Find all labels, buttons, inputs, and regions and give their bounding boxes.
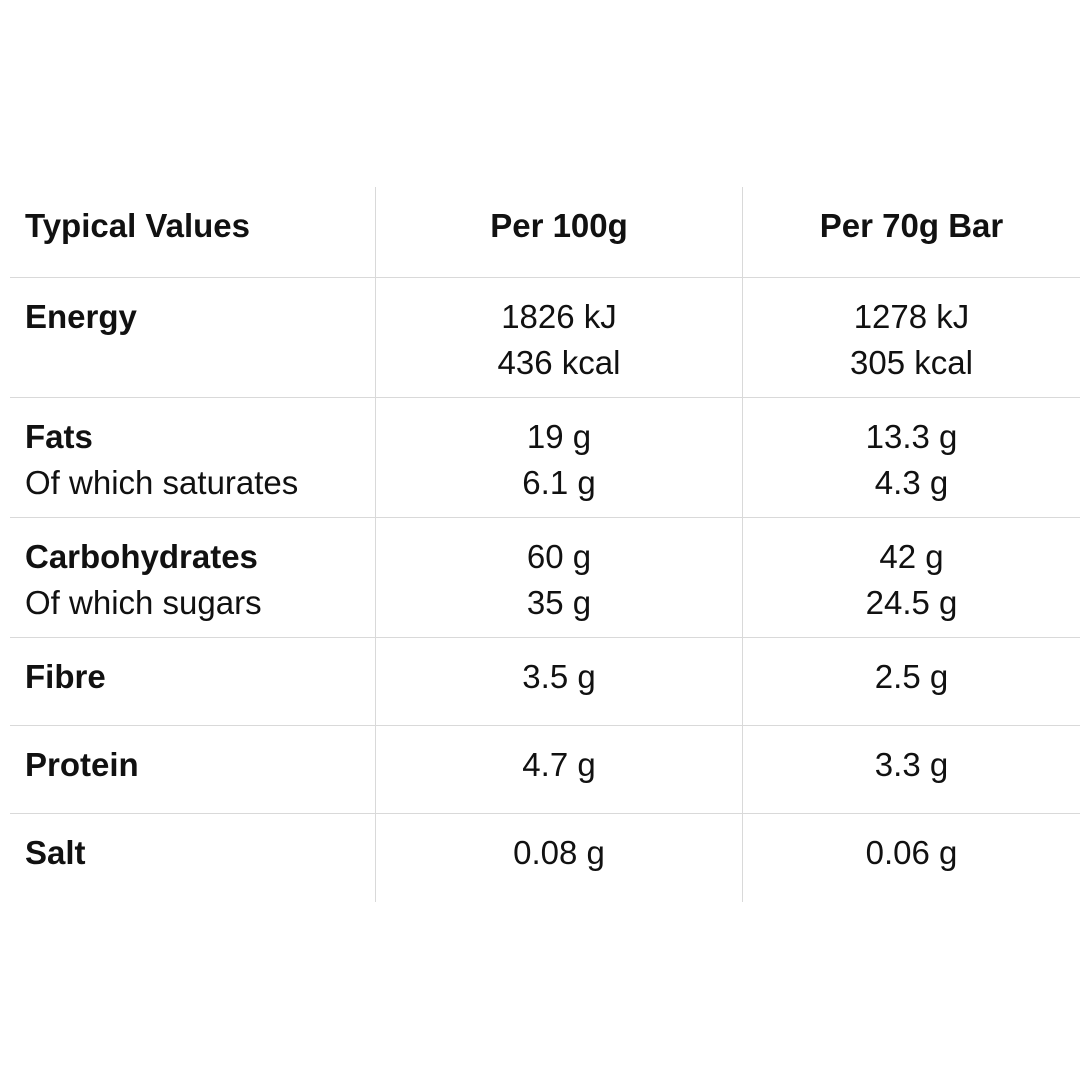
nutrient-label-cell: Carbohydrates Of which sugars (10, 518, 376, 637)
value: 0.06 g (865, 834, 958, 871)
nutrient-label-cell: Fats Of which saturates (10, 398, 376, 517)
per-100g-cell: 19 g 6.1 g (376, 398, 743, 517)
value: 24.5 g (865, 584, 958, 621)
nutrient-sublabel: Of which sugars (25, 584, 262, 621)
value: 305 kcal (850, 344, 973, 381)
value: 60 g (526, 538, 592, 575)
value: 1826 kJ (501, 298, 617, 335)
per-100g-cell: 4.7 g (376, 726, 743, 813)
table-row-fibre: Fibre 3.5 g 2.5 g (10, 638, 1080, 726)
nutrition-table: Typical Values Per 100g Per 70g Bar Ener… (10, 187, 1080, 902)
nutrient-label-cell: Protein (10, 726, 376, 813)
header-per-bar: Per 70g Bar (743, 187, 1080, 277)
per-bar-cell: 0.06 g (743, 814, 1080, 902)
nutrient-label: Fibre (25, 658, 106, 695)
table-header-row: Typical Values Per 100g Per 70g Bar (10, 187, 1080, 278)
value: 2.5 g (874, 658, 949, 695)
header-label: Typical Values (25, 207, 251, 244)
nutrient-label-cell: Energy (10, 278, 376, 397)
header-label: Per 100g (490, 207, 628, 244)
value: 4.7 g (522, 746, 596, 783)
nutrient-label: Fats (25, 418, 93, 455)
nutrient-label: Energy (25, 298, 137, 335)
value: 1278 kJ (853, 298, 970, 335)
nutrient-label: Salt (25, 834, 86, 871)
per-bar-cell: 2.5 g (743, 638, 1080, 725)
value: 42 g (879, 538, 944, 575)
nutrient-label-cell: Fibre (10, 638, 376, 725)
value: 4.3 g (874, 464, 949, 501)
nutrient-label: Carbohydrates (25, 538, 258, 575)
value: 3.3 g (874, 746, 949, 783)
header-per-100g: Per 100g (376, 187, 743, 277)
per-bar-cell: 3.3 g (743, 726, 1080, 813)
per-100g-cell: 3.5 g (376, 638, 743, 725)
value: 19 g (526, 418, 592, 455)
table-row-carbohydrates: Carbohydrates Of which sugars 60 g 35 g … (10, 518, 1080, 638)
nutrient-label-cell: Salt (10, 814, 376, 902)
per-100g-cell: 1826 kJ 436 kcal (376, 278, 743, 397)
header-typical-values: Typical Values (10, 187, 376, 277)
table-row-energy: Energy 1826 kJ 436 kcal 1278 kJ 305 kcal (10, 278, 1080, 398)
value: 436 kcal (497, 344, 621, 381)
value: 35 g (526, 584, 592, 621)
per-100g-cell: 60 g 35 g (376, 518, 743, 637)
table-row-salt: Salt 0.08 g 0.06 g (10, 814, 1080, 902)
per-bar-cell: 42 g 24.5 g (743, 518, 1080, 637)
header-label: Per 70g Bar (819, 207, 1004, 244)
value: 13.3 g (865, 418, 958, 455)
value: 6.1 g (522, 464, 596, 501)
value: 3.5 g (522, 658, 596, 695)
value: 0.08 g (513, 834, 605, 871)
per-bar-cell: 1278 kJ 305 kcal (743, 278, 1080, 397)
per-bar-cell: 13.3 g 4.3 g (743, 398, 1080, 517)
table-row-protein: Protein 4.7 g 3.3 g (10, 726, 1080, 814)
nutrient-sublabel: Of which saturates (25, 464, 299, 501)
table-row-fats: Fats Of which saturates 19 g 6.1 g 13.3 … (10, 398, 1080, 518)
nutrient-label: Protein (25, 746, 139, 783)
per-100g-cell: 0.08 g (376, 814, 743, 902)
